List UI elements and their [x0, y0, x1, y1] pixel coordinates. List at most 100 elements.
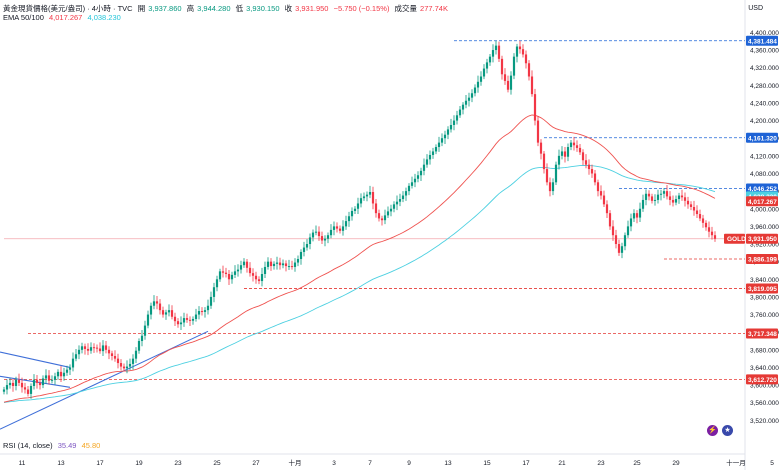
candle-body: [509, 75, 513, 90]
x-tick-label: 9: [407, 460, 411, 467]
candle-body: [59, 371, 63, 377]
candle-body: [20, 382, 24, 388]
candle-body: [125, 366, 129, 369]
ema50-value: 4,017.267: [48, 13, 83, 22]
candle-body: [77, 349, 81, 355]
rsi-legend[interactable]: RSI (14, close) 35.49 45.80: [3, 441, 103, 450]
candle-body: [137, 341, 141, 351]
x-tick-label: 13: [57, 460, 65, 467]
candle-body: [5, 385, 9, 390]
y-tick-label: 3,800.000: [750, 294, 779, 301]
candle-body: [485, 62, 489, 69]
candle-body: [461, 104, 465, 110]
x-tick-label: 17: [522, 460, 530, 467]
candle-body: [188, 319, 192, 321]
candle-body: [92, 347, 96, 349]
candle-body: [575, 145, 579, 148]
candle-body: [305, 244, 309, 248]
candle-body: [224, 272, 228, 274]
candle-body: [74, 354, 78, 359]
candle-body: [713, 235, 717, 239]
close-value: 3,931.950: [295, 4, 329, 13]
candle-body: [584, 160, 588, 165]
candle-body: [698, 214, 702, 219]
y-tick-label: 3,840.000: [750, 277, 779, 284]
candle-body: [143, 325, 147, 336]
x-tick-label: 3: [332, 460, 336, 467]
volume-label: 成交量: [394, 4, 418, 13]
candle-body: [290, 266, 294, 268]
candle-body: [440, 138, 444, 143]
candle-body: [683, 197, 687, 201]
x-tick-label: 25: [213, 460, 221, 467]
candle-body: [380, 218, 384, 221]
candle-body: [704, 222, 708, 228]
y-tick-label: 3,920.000: [750, 242, 779, 249]
candle-body: [299, 251, 303, 260]
ema50-line: [3, 114, 716, 403]
candle-body: [482, 68, 486, 77]
candle-body: [596, 182, 600, 192]
candle-body: [650, 196, 654, 201]
candle-body: [176, 321, 180, 325]
currency-label[interactable]: USD: [748, 5, 763, 12]
candle-body: [569, 142, 573, 148]
time-axis: 11 13 17 19 23 25 27 十月 3 7 9 13 15 17 21 23 25 29 十一月 5: [19, 458, 775, 467]
candle-body: [272, 263, 276, 267]
symbol-title[interactable]: 黃金現貨價格(美元/盎司) · 4小時 · TVC: [3, 4, 133, 13]
candle-body: [344, 221, 348, 227]
candle-body: [185, 318, 189, 320]
candle-body: [308, 237, 312, 245]
ema-legend[interactable]: EMA 50/100 4,017.267 4,038.230: [3, 13, 124, 22]
candle-body: [593, 173, 597, 183]
candle-body: [695, 210, 699, 215]
symbol-legend: 黃金現貨價格(美元/盎司) · 4小時 · TVC 開 3,937.860 高 3,…: [3, 3, 451, 14]
trend-line-upper: [0, 351, 71, 368]
candle-body: [62, 372, 66, 377]
price-tag: [746, 283, 778, 294]
price-tag-label: 4,381.484: [748, 38, 777, 45]
candle-body: [158, 303, 162, 311]
candle-body: [452, 120, 456, 125]
x-tick-label: 十一月: [726, 458, 746, 467]
candle-body: [200, 311, 204, 313]
candle-body: [398, 199, 402, 202]
us-flag-icon[interactable]: ★: [722, 425, 733, 436]
candle-body: [11, 382, 15, 386]
candle-body: [476, 81, 480, 88]
candle-body: [662, 191, 666, 194]
price-tag: [746, 132, 778, 143]
candle-body: [86, 348, 90, 351]
candle-body: [416, 175, 420, 179]
candle-body: [434, 147, 438, 152]
ema100-line: [3, 165, 716, 403]
candle-body: [671, 199, 675, 203]
candle-body: [446, 129, 450, 135]
rsi-label: RSI (14, close): [3, 441, 53, 450]
price-tag: [746, 374, 778, 385]
candle-body: [653, 199, 657, 201]
x-tick-label: 25: [633, 460, 641, 467]
candle-body: [455, 115, 459, 121]
ema100-value: 4,038.230: [87, 13, 121, 22]
price-tag-label: 3,931.950: [748, 236, 777, 243]
flash-icon[interactable]: ⚡: [707, 425, 718, 436]
candle-body: [251, 273, 255, 276]
candle-body: [326, 235, 330, 239]
candle-body: [155, 301, 159, 304]
candle-body: [218, 271, 222, 280]
candle-body: [197, 311, 201, 315]
candle-body: [170, 310, 174, 317]
y-tick-label: 4,280.000: [750, 83, 779, 90]
candle-body: [245, 261, 249, 268]
candle-body: [368, 192, 372, 195]
candle-body: [284, 263, 288, 267]
price-axis: 3,520.000 3,560.000 3,600.000 3,640.000 3,68…: [750, 30, 779, 425]
high-label: 高: [186, 4, 195, 13]
candle-body: [680, 195, 684, 198]
price-tag-label: 3,717.348: [748, 331, 777, 338]
candle-body: [152, 301, 156, 306]
candle-body: [53, 376, 57, 380]
candle-body: [404, 191, 408, 196]
